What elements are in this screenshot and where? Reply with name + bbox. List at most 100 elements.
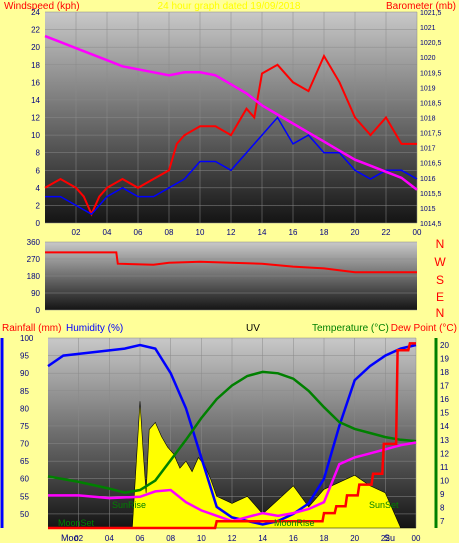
windspeed-axis-title: Windspeed (kph) xyxy=(4,1,80,12)
time-tick-08: 08 xyxy=(165,228,174,237)
time-tick-12: 12 xyxy=(228,534,237,543)
direction-tick-270: 270 xyxy=(27,255,41,264)
time-tick-22: 22 xyxy=(381,534,390,543)
temperature-tick-12: 12 xyxy=(440,449,449,458)
graph-date-title: 24 hour graph dated 19/09/2018 xyxy=(158,1,301,12)
temperature-tick-9: 9 xyxy=(440,490,445,499)
time-tick-22: 22 xyxy=(382,228,391,237)
temperature-tick-19: 19 xyxy=(440,354,449,363)
compass-label-s: S xyxy=(436,273,444,287)
temperature-tick-16: 16 xyxy=(440,395,449,404)
humidity-temp-gridlines xyxy=(48,337,417,528)
sunrise-label: SunRise xyxy=(112,500,146,510)
barometer-tick-14: 1021,5 xyxy=(420,10,442,17)
moonrise-label: MoonRise xyxy=(274,518,315,528)
humidity-axis-title: Humidity (%) xyxy=(66,323,123,334)
time-tick-02: 02 xyxy=(72,228,81,237)
temperature-tick-11: 11 xyxy=(440,463,449,472)
barometer-tick-2: 1015,5 xyxy=(420,191,442,198)
time-tick-10: 10 xyxy=(197,534,206,543)
time-tick-20: 20 xyxy=(351,228,360,237)
series-line-rainfall xyxy=(48,342,416,530)
barometer-tick-1: 1015 xyxy=(420,206,436,213)
compass-label-w: W xyxy=(434,255,446,269)
temperature-axis-title: Temperature (°C) xyxy=(312,323,389,334)
time-tick-16: 16 xyxy=(289,228,298,237)
time-tick-06: 06 xyxy=(134,228,143,237)
barometer-tick-3: 1016 xyxy=(420,176,436,183)
series-line-temperature xyxy=(47,370,417,494)
barometer-tick-8: 1018,5 xyxy=(420,100,442,107)
temperature-tick-13: 13 xyxy=(440,436,449,445)
barometer-tick-labels: 1014,5 1015 1015,5 1016 1016,5 1017 1017,5 1018… xyxy=(420,10,442,228)
direction-tick-90: 90 xyxy=(31,289,40,298)
barometer-tick-10: 1019,5 xyxy=(420,70,442,77)
windspeed-tick-8: 8 xyxy=(36,149,41,158)
time-tick-04: 04 xyxy=(103,228,112,237)
wind-direction-tick-labels: 0 90 180 270 360 xyxy=(27,238,41,315)
windspeed-tick-24: 24 xyxy=(31,8,40,17)
series-line-wind-direction xyxy=(45,251,417,274)
series-line-barometer xyxy=(44,34,418,191)
direction-tick-0: 0 xyxy=(36,306,41,315)
temperature-tick-14: 14 xyxy=(440,422,449,431)
humidity-tick-100: 100 xyxy=(20,334,34,343)
windspeed-tick-0: 0 xyxy=(36,219,41,228)
time-tick-04: 04 xyxy=(105,534,114,543)
windspeed-tick-18: 18 xyxy=(31,61,40,70)
humidity-tick-85: 85 xyxy=(20,387,29,396)
time-tick-00: 00 xyxy=(412,534,421,543)
compass-label-e: E xyxy=(436,290,444,304)
barometer-tick-13: 1021 xyxy=(420,25,436,32)
sunset-axis-marker: Su xyxy=(384,533,395,543)
barometer-tick-9: 1019 xyxy=(420,85,436,92)
windspeed-tick-14: 14 xyxy=(31,96,40,105)
time-tick-16: 16 xyxy=(289,534,298,543)
time-tick-02: 02 xyxy=(74,534,83,543)
humidity-tick-90: 90 xyxy=(20,369,29,378)
temperature-tick-10: 10 xyxy=(440,477,449,486)
humidity-tick-95: 95 xyxy=(20,352,29,361)
rainfall-axis-title: Rainfall (mm) xyxy=(2,323,61,334)
temperature-tick-20: 20 xyxy=(440,341,449,350)
series-line-windspeed xyxy=(44,53,417,217)
wind-baro-series xyxy=(44,34,418,217)
barometer-tick-4: 1016,5 xyxy=(420,161,442,168)
time-tick-20: 20 xyxy=(350,534,359,543)
barometer-tick-11: 1020 xyxy=(420,55,436,62)
barometer-tick-0: 1014,5 xyxy=(420,221,442,228)
humidity-tick-55: 55 xyxy=(20,492,29,501)
barometer-tick-7: 1018 xyxy=(420,116,436,123)
humidity-tick-65: 65 xyxy=(20,457,29,466)
barometer-axis-title: Barometer (mb) xyxy=(386,1,456,12)
sunset-label: SunSet xyxy=(369,500,399,510)
series-line-dew-point xyxy=(48,441,417,523)
windspeed-tick-20: 20 xyxy=(31,43,40,52)
dew-point-axis-title: Dew Point (°C) xyxy=(391,323,457,334)
humidity-temp-series xyxy=(47,342,417,530)
moonset-axis-marker: Moo xyxy=(61,533,79,543)
compass-label-n-bottom: N xyxy=(436,306,445,320)
compass-labels: N W S E N xyxy=(434,237,446,320)
barometer-tick-5: 1017 xyxy=(420,146,436,153)
windspeed-tick-4: 4 xyxy=(36,184,41,193)
barometer-tick-6: 1017,5 xyxy=(420,131,442,138)
windspeed-tick-2: 2 xyxy=(36,201,41,210)
temperature-tick-8: 8 xyxy=(440,504,445,513)
humidity-time-tick-labels: 02 04 06 08 10 12 14 16 18 20 22 00 xyxy=(74,534,421,543)
time-tick-14: 14 xyxy=(258,228,267,237)
humidity-tick-75: 75 xyxy=(20,422,29,431)
humidity-tick-50: 50 xyxy=(20,510,29,519)
time-tick-00: 00 xyxy=(413,228,422,237)
temperature-tick-18: 18 xyxy=(440,368,449,377)
time-tick-10: 10 xyxy=(196,228,205,237)
time-tick-06: 06 xyxy=(136,534,145,543)
windspeed-tick-22: 22 xyxy=(31,26,40,35)
humidity-tick-70: 70 xyxy=(20,440,29,449)
time-tick-08: 08 xyxy=(166,534,175,543)
compass-label-n-top: N xyxy=(436,237,445,251)
moonset-label: MoonSet xyxy=(58,518,95,528)
humidity-tick-60: 60 xyxy=(20,475,29,484)
